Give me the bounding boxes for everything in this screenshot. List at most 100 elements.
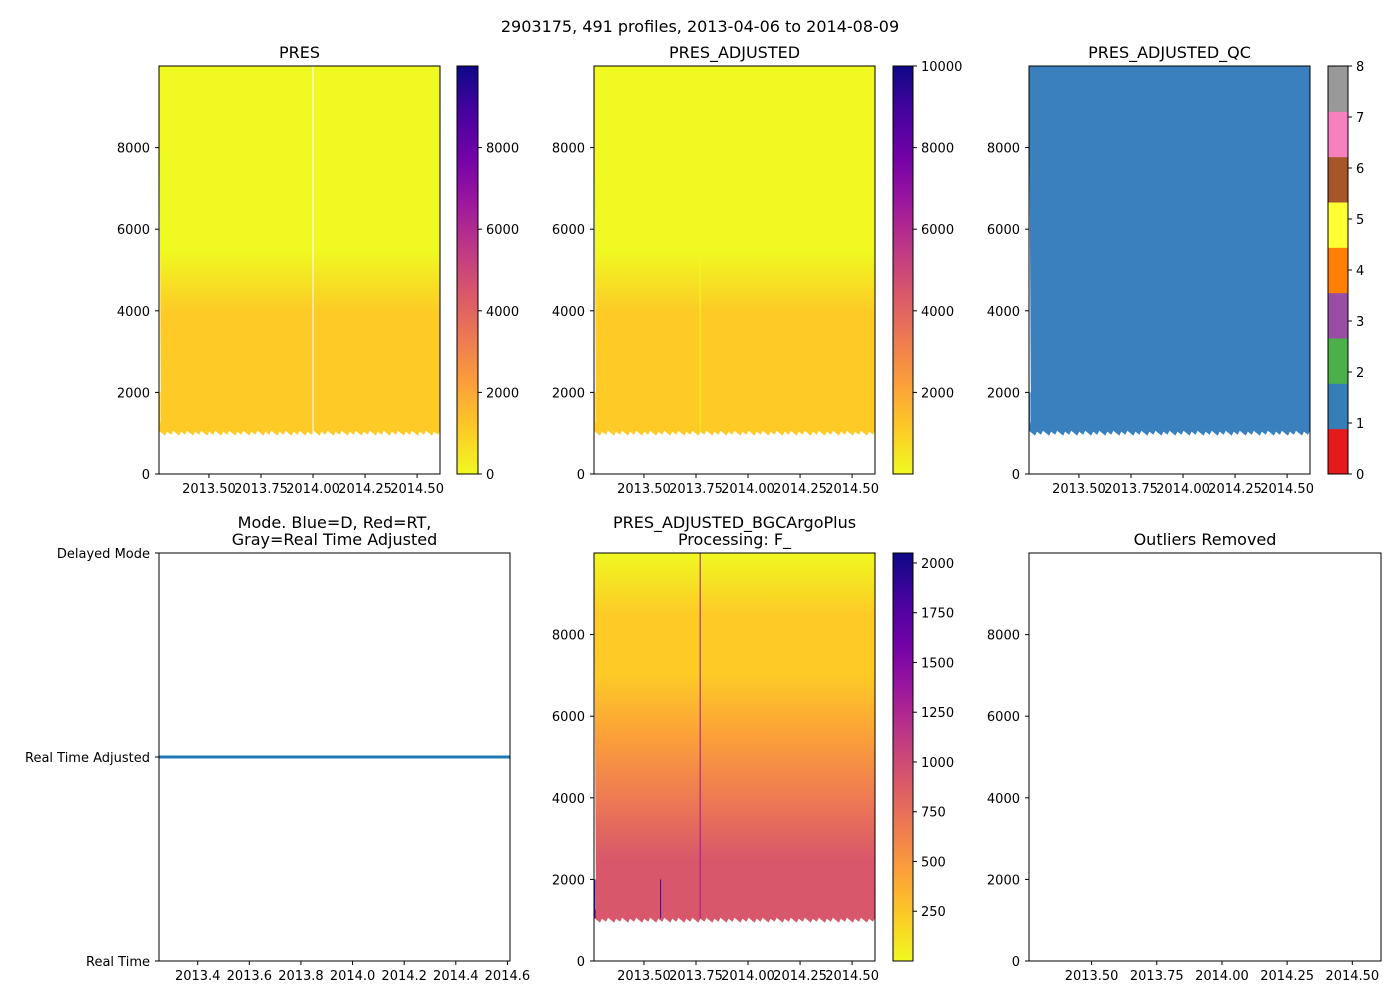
x-tick-label: 2014.25 <box>338 482 392 497</box>
x-tick-label: 2013.75 <box>1130 969 1184 984</box>
y-tick-label: 0 <box>577 955 585 970</box>
colorbar-tick-label: 4 <box>1356 264 1364 279</box>
colorbar-tick-label: 250 <box>921 905 946 920</box>
colorbar-tick-label: 1500 <box>921 656 954 671</box>
panel-mode: Mode. Blue=D, Red=RT,Gray=Real Time Adju… <box>25 513 530 984</box>
colorbar-tick-label: 6 <box>1356 162 1364 177</box>
panel-title: PRES_ADJUSTED_BGCArgoPlus <box>613 513 856 533</box>
x-tick-label: 2013.50 <box>617 482 671 497</box>
x-tick-label: 2013.75 <box>1104 482 1158 497</box>
x-tick-label: 2013.50 <box>1052 482 1106 497</box>
profile-surface <box>594 66 875 436</box>
x-tick-label: 2014.50 <box>825 969 879 984</box>
colorbar-tick-label: 1250 <box>921 706 954 721</box>
y-tick-label: 0 <box>1012 955 1020 970</box>
y-tick-label: Real Time <box>86 955 150 970</box>
y-tick-label: 6000 <box>552 223 585 238</box>
x-tick-label: 2014.00 <box>1156 482 1210 497</box>
x-tick-label: 2014.00 <box>721 482 775 497</box>
x-tick-label: 2013.50 <box>1065 969 1119 984</box>
y-tick-label: 2000 <box>117 386 150 401</box>
colorbar-tick-label: 7 <box>1356 111 1364 126</box>
y-tick-label: 0 <box>1012 468 1020 483</box>
colorbar-tick-label: 2 <box>1356 366 1364 381</box>
panel-pres-adjusted-qc: PRES_ADJUSTED_QC2013.502013.752014.00201… <box>987 43 1364 497</box>
panel-outliers: Outliers Removed 2013.50 2013.75 2014.00 201… <box>987 530 1382 984</box>
colorbar-tick-label: 3 <box>1356 315 1364 330</box>
x-tick-label: 2013.50 <box>182 482 236 497</box>
x-tick-label: 2014.50 <box>1260 482 1314 497</box>
y-tick-label: 0 <box>577 468 585 483</box>
y-tick-label: 6000 <box>552 710 585 725</box>
colorbar-tick-label: 1 <box>1356 417 1364 432</box>
colorbar-gradient <box>893 66 913 474</box>
colorbar-segment <box>1328 111 1348 158</box>
colorbar-tick-label: 6000 <box>921 223 954 238</box>
colorbar-tick-label: 6000 <box>486 223 519 238</box>
colorbar-segment <box>1328 247 1348 294</box>
colorbar-tick-label: 2000 <box>921 557 954 572</box>
profile-surface <box>1029 66 1310 436</box>
colorbar: 250 500 750 1000 1250 1500 1750 2000 <box>892 552 954 962</box>
colorbar: 0 2000 4000 6000 8000 <box>456 65 519 483</box>
y-tick-label: 2000 <box>987 386 1020 401</box>
x-tick-label: 2014.2 <box>381 969 427 984</box>
y-tick-label: 4000 <box>552 305 585 320</box>
colorbar-frame <box>456 65 479 475</box>
y-tick-label: 4000 <box>987 305 1020 320</box>
colorbar-tick-label: 8 <box>1356 60 1364 75</box>
x-tick-label: 2014.25 <box>1260 969 1314 984</box>
panel-title: PRES_ADJUSTED_QC <box>1088 43 1251 63</box>
colorbar-tick-label: 4000 <box>921 305 954 320</box>
x-tick-label: 2014.25 <box>1208 482 1262 497</box>
x-tick-label: 2013.75 <box>669 482 723 497</box>
panel-title: PRES <box>279 43 320 62</box>
x-tick-label: 2014.00 <box>721 969 775 984</box>
axes-frame <box>1028 552 1382 962</box>
colorbar-tick-label: 2000 <box>486 386 519 401</box>
y-tick-label: 6000 <box>117 223 150 238</box>
y-tick-label: 2000 <box>552 873 585 888</box>
y-tick-label: 8000 <box>117 142 150 157</box>
x-tick-label: 2014.4 <box>433 969 479 984</box>
panel-title: Outliers Removed <box>1134 530 1277 549</box>
x-tick-label: 2014.50 <box>1325 969 1379 984</box>
x-tick-label: 2013.75 <box>234 482 288 497</box>
y-tick-label: 8000 <box>987 629 1020 644</box>
colorbar-segment <box>1328 428 1348 475</box>
x-tick-label: 2014.00 <box>286 482 340 497</box>
y-tick-label: 6000 <box>987 223 1020 238</box>
colorbar: 0 1 2 3 4 5 6 7 8 <box>1327 60 1364 483</box>
colorbar-segment <box>1328 202 1348 248</box>
y-tick-label: 8000 <box>552 142 585 157</box>
colorbar-segment <box>1328 338 1348 384</box>
colorbar-tick-label: 1000 <box>921 756 954 771</box>
y-tick-label: 2000 <box>987 873 1020 888</box>
colorbar-tick-label: 8000 <box>486 142 519 157</box>
x-tick-label: 2013.8 <box>278 969 324 984</box>
colorbar: 2000 4000 6000 8000 10000 <box>892 60 962 475</box>
colorbar-frame <box>892 65 914 475</box>
colorbar-frame <box>892 552 914 962</box>
profile-surface <box>594 553 875 923</box>
colorbar-tick-label: 0 <box>486 468 494 483</box>
x-tick-label: 2013.75 <box>669 969 723 984</box>
colorbar-tick-label: 10000 <box>921 60 962 75</box>
panel-title: Processing: F_ <box>678 530 792 550</box>
colorbar-tick-label: 0 <box>1356 468 1364 483</box>
panel-title: PRES_ADJUSTED <box>669 43 800 63</box>
x-tick-label: 2014.00 <box>1195 969 1249 984</box>
x-tick-label: 2013.6 <box>227 969 273 984</box>
figure-title: 2903175, 491 profiles, 2013-04-06 to 201… <box>501 17 899 36</box>
x-tick-label: 2013.4 <box>175 969 221 984</box>
y-tick-label: 4000 <box>987 792 1020 807</box>
profile-surface <box>159 66 440 436</box>
y-tick-label: 8000 <box>552 629 585 644</box>
x-tick-label: 2014.50 <box>825 482 879 497</box>
y-tick-label: 4000 <box>552 792 585 807</box>
y-tick-label: 0 <box>142 468 150 483</box>
x-tick-label: 2013.50 <box>617 969 671 984</box>
axes-frame <box>593 552 876 962</box>
panel-title: Mode. Blue=D, Red=RT, <box>238 513 432 532</box>
y-tick-label: 8000 <box>987 142 1020 157</box>
